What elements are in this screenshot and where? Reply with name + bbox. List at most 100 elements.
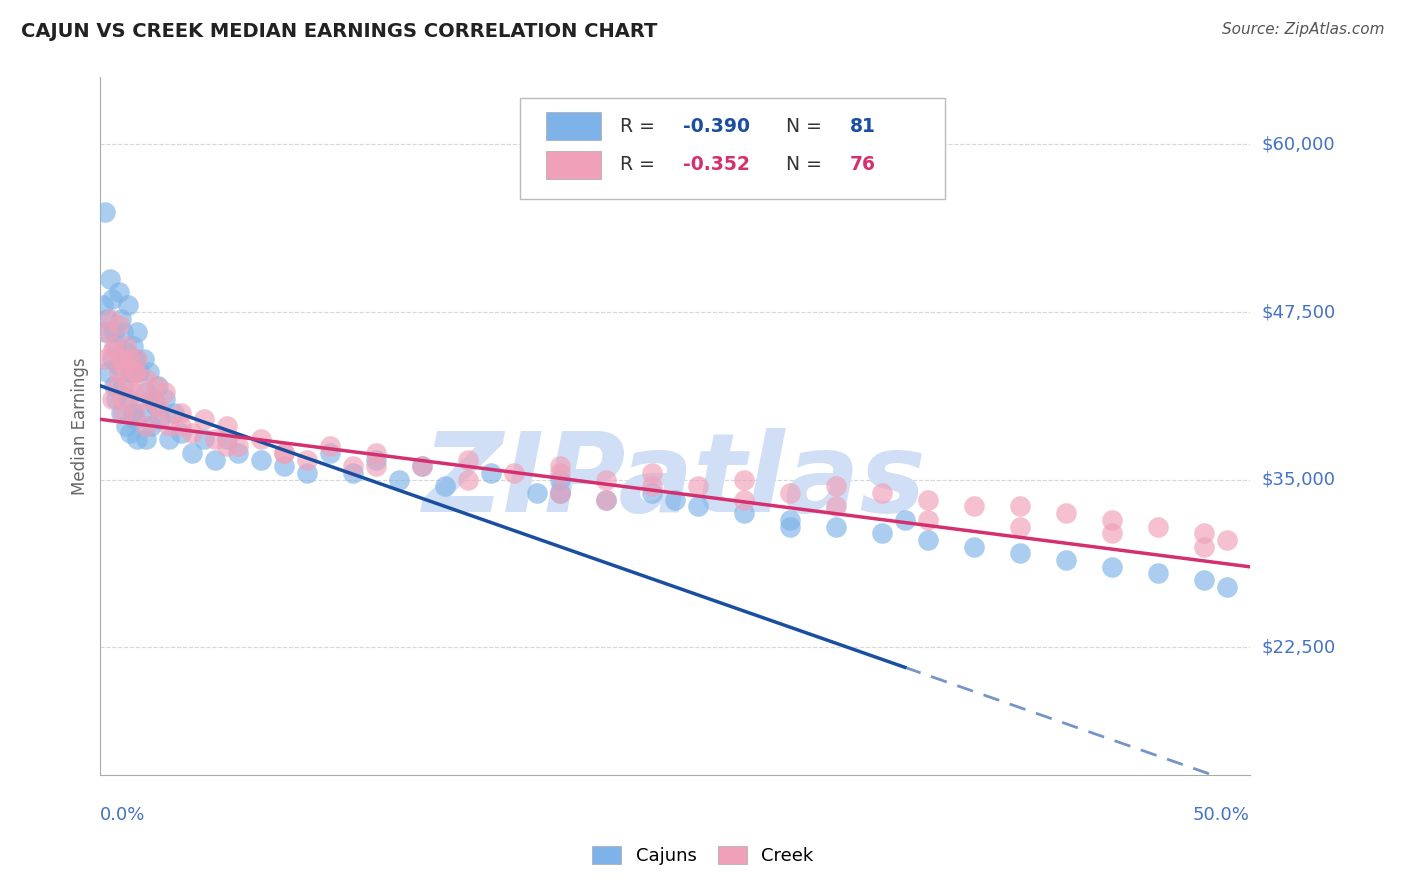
Point	[153, 392, 176, 407]
Point	[366, 446, 388, 460]
Point	[664, 492, 686, 507]
Point	[342, 466, 364, 480]
Point	[110, 311, 132, 326]
Point	[91, 298, 114, 312]
Point	[825, 479, 848, 493]
Point	[917, 492, 939, 507]
Point	[157, 433, 180, 447]
Point	[105, 378, 128, 392]
Point	[411, 459, 433, 474]
Point	[250, 452, 273, 467]
Point	[181, 446, 204, 460]
Point	[107, 359, 129, 373]
Point	[132, 351, 155, 366]
Point	[135, 419, 157, 434]
Point	[1146, 566, 1168, 581]
Point	[733, 506, 755, 520]
Text: Source: ZipAtlas.com: Source: ZipAtlas.com	[1222, 22, 1385, 37]
Point	[117, 378, 139, 392]
Point	[273, 459, 295, 474]
Point	[149, 406, 172, 420]
Point	[101, 292, 124, 306]
Point	[215, 433, 238, 447]
Point	[131, 392, 153, 407]
Point	[1008, 519, 1031, 533]
Point	[204, 433, 226, 447]
Text: $35,000: $35,000	[1261, 471, 1336, 489]
Point	[641, 486, 664, 500]
Point	[297, 452, 319, 467]
Point	[548, 473, 571, 487]
Point	[96, 325, 118, 339]
Text: R =: R =	[620, 117, 661, 136]
Point	[139, 419, 162, 434]
Point	[96, 311, 118, 326]
Text: -0.352: -0.352	[683, 155, 749, 174]
Point	[107, 285, 129, 299]
Point	[142, 392, 165, 407]
Point	[103, 325, 125, 339]
Text: 50.0%: 50.0%	[1192, 806, 1250, 824]
Point	[226, 446, 249, 460]
Point	[145, 378, 167, 392]
Point	[686, 500, 709, 514]
Point	[163, 406, 186, 420]
Point	[825, 519, 848, 533]
Point	[963, 540, 986, 554]
Point	[641, 466, 664, 480]
Point	[366, 452, 388, 467]
Bar	[547, 151, 602, 178]
Point	[114, 338, 136, 352]
Point	[548, 466, 571, 480]
Point	[1101, 526, 1123, 541]
Point	[112, 406, 135, 420]
Point	[120, 351, 142, 366]
Point	[105, 338, 128, 352]
Point	[157, 419, 180, 434]
Point	[181, 425, 204, 440]
Point	[193, 412, 215, 426]
Point	[457, 473, 479, 487]
Point	[894, 513, 917, 527]
Point	[250, 433, 273, 447]
Point	[121, 385, 143, 400]
Point	[319, 439, 342, 453]
Point	[388, 473, 411, 487]
Point	[641, 479, 664, 493]
Point	[870, 486, 893, 500]
Point	[105, 392, 128, 407]
Point	[127, 325, 149, 339]
Point	[94, 351, 117, 366]
Point	[1008, 500, 1031, 514]
Point	[1101, 559, 1123, 574]
Point	[146, 399, 169, 413]
Point	[733, 473, 755, 487]
Point	[595, 492, 617, 507]
Point	[107, 365, 129, 379]
Point	[273, 446, 295, 460]
Point	[98, 271, 121, 285]
Point	[297, 466, 319, 480]
Point	[1008, 546, 1031, 560]
Text: $22,500: $22,500	[1261, 638, 1336, 657]
Text: R =: R =	[620, 155, 661, 174]
Point	[1101, 513, 1123, 527]
Point	[595, 473, 617, 487]
Point	[103, 378, 125, 392]
Point	[319, 446, 342, 460]
Legend: Cajuns, Creek: Cajuns, Creek	[585, 839, 821, 872]
Point	[204, 452, 226, 467]
Point	[1192, 573, 1215, 587]
Point	[117, 298, 139, 312]
Point	[215, 439, 238, 453]
Point	[124, 412, 146, 426]
Y-axis label: Median Earnings: Median Earnings	[72, 357, 89, 495]
Text: $47,500: $47,500	[1261, 303, 1336, 321]
FancyBboxPatch shape	[520, 98, 945, 200]
Point	[1192, 526, 1215, 541]
Point	[170, 419, 193, 434]
Point	[128, 365, 150, 379]
Point	[457, 452, 479, 467]
Point	[112, 325, 135, 339]
Point	[101, 392, 124, 407]
